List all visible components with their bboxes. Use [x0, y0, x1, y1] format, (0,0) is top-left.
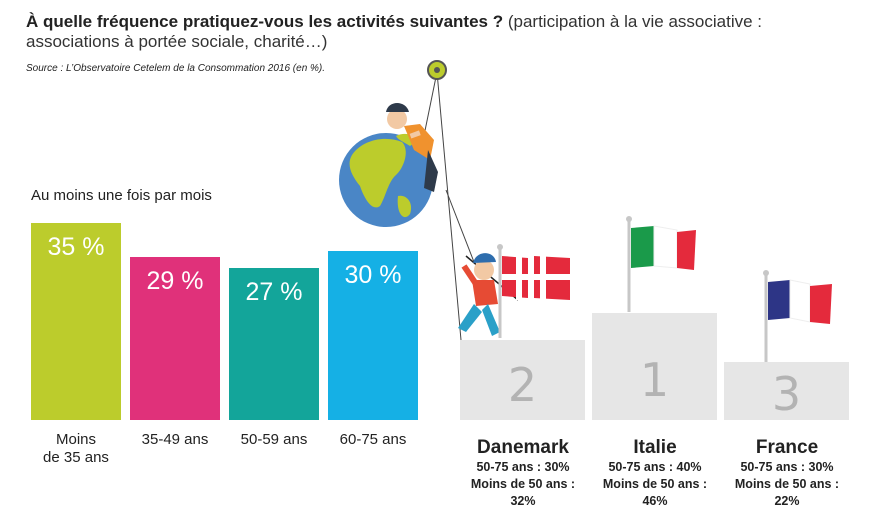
podium-block-danemark: 2	[460, 340, 585, 420]
chart-title: À quelle fréquence pratiquez-vous les ac…	[26, 12, 826, 52]
country-stat-under-50-value: 22%	[774, 494, 800, 508]
country-stat-50-75: 50-75 ans : 30%	[740, 460, 834, 474]
bar-value-label: 35 %	[47, 233, 105, 261]
podium-block-france: 3	[724, 362, 849, 421]
country-stat-50-75: 50-75 ans : 40%	[608, 460, 702, 474]
person-pushing-icon	[386, 103, 438, 192]
bar-value-label: 27 %	[245, 278, 303, 306]
globe-icon	[339, 133, 433, 227]
country-stat-under-50-value: 46%	[642, 494, 668, 508]
country-danemark: Danemark 50-75 ans : 30% Moins de 50 ans…	[458, 437, 588, 510]
bar-category-label: 50-59 ans	[240, 431, 308, 448]
rope-line-lower	[445, 189, 475, 263]
source-note: Source : L’Observatoire Cetelem de la Co…	[26, 63, 326, 74]
bar-value-label: 29 %	[146, 267, 204, 295]
bar-4: 30 %	[328, 251, 418, 420]
bar-value-label: 30 %	[344, 261, 402, 289]
bar-3: 27 %	[229, 268, 319, 420]
rank-number: 1	[639, 353, 670, 407]
country-name: Italie	[633, 437, 677, 458]
title-question: À quelle fréquence pratiquez-vous les ac…	[26, 12, 504, 31]
rank-number: 2	[507, 358, 538, 412]
country-name: Danemark	[477, 437, 569, 458]
country-stat-under-50-label: Moins de 50 ans :	[602, 477, 708, 491]
title-subtitle: (participation à la vie associative : as…	[26, 12, 763, 51]
rope-line	[436, 71, 462, 341]
country-italie: Italie 50-75 ans : 40% Moins de 50 ans :…	[590, 437, 720, 510]
country-stat-50-75: 50-75 ans : 30%	[476, 460, 570, 474]
denmark-flag-icon	[497, 244, 570, 338]
bar-1: 35 %	[31, 223, 121, 420]
country-stat-under-50-label: Moins de 50 ans :	[470, 477, 576, 491]
bar-category-label: 60-75 ans	[339, 431, 407, 448]
rank-number: 3	[771, 367, 802, 421]
italy-flag-icon	[626, 216, 696, 312]
bar-category-label: 35-49 ans	[141, 431, 209, 448]
pulley-hub	[434, 67, 440, 73]
bar-2: 29 %	[130, 257, 220, 420]
country-stat-under-50-value: 32%	[510, 494, 536, 508]
podium-block-italie: 1	[592, 313, 717, 420]
country-name: France	[755, 437, 819, 458]
france-flag-icon	[763, 270, 832, 362]
child-flag-icon	[458, 253, 519, 336]
bar-chart-heading: Au moins une fois par mois	[31, 187, 212, 204]
bar-category-label: Moins de 35 ans	[43, 431, 109, 466]
country-france: France 50-75 ans : 30% Moins de 50 ans :…	[722, 437, 852, 510]
country-stat-under-50-label: Moins de 50 ans :	[734, 477, 840, 491]
